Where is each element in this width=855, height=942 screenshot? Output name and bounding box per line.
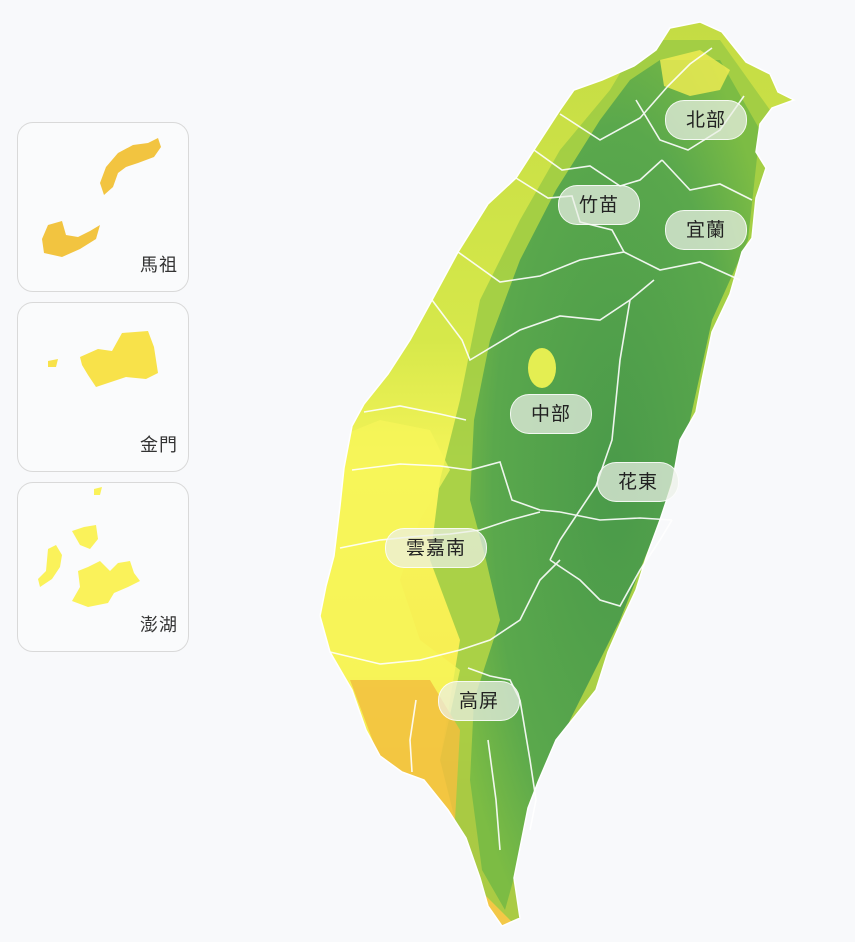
- kinmen-inset[interactable]: 金門: [17, 302, 189, 472]
- region-label-zhumiao[interactable]: 竹苗: [557, 185, 641, 225]
- penghu-map-icon: [38, 487, 140, 607]
- matsu-map-icon: [42, 138, 161, 257]
- penghu-inset[interactable]: 澎湖: [17, 482, 189, 652]
- kinmen-map-icon: [48, 331, 158, 387]
- taiwan-island: [319, 21, 795, 927]
- region-label-central[interactable]: 中部: [509, 394, 593, 434]
- region-label-huadong[interactable]: 花東: [596, 462, 680, 502]
- region-label-north[interactable]: 北部: [664, 100, 748, 140]
- region-label-gaoping[interactable]: 高屏: [437, 681, 521, 721]
- matsu-inset[interactable]: 馬祖: [17, 122, 189, 292]
- county-boundaries: [329, 47, 753, 851]
- kinmen-label: 金門: [140, 435, 178, 456]
- region-label-yilan[interactable]: 宜蘭: [664, 210, 748, 250]
- matsu-label: 馬祖: [140, 255, 178, 276]
- penghu-label: 澎湖: [140, 615, 178, 636]
- region-label-yunjianan[interactable]: 雲嘉南: [384, 528, 488, 568]
